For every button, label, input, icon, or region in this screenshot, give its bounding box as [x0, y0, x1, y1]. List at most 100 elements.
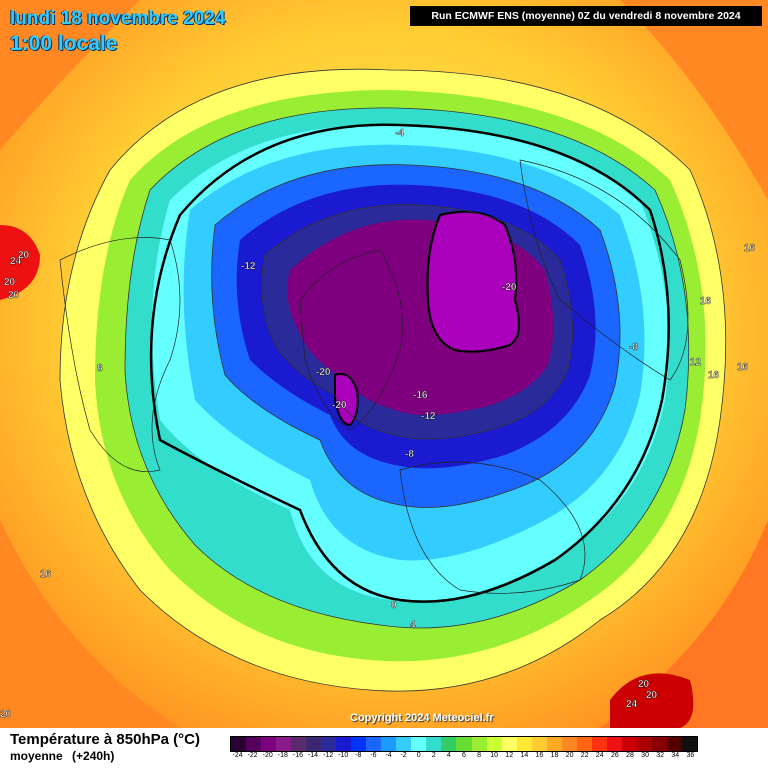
zero-isotherm: [149, 123, 670, 603]
legend-label: 4: [446, 752, 451, 759]
minus20-isotherm-siberia: [426, 210, 521, 353]
legend-label: -6: [370, 752, 377, 759]
legend-label: -24: [232, 752, 243, 759]
coastline-europe: [399, 461, 586, 594]
isotherm-16: [59, 68, 727, 692]
magenta-pool-siberia: [427, 211, 519, 352]
legend-label: -20: [262, 752, 273, 759]
legend-swatch: [276, 737, 292, 751]
isotherm-8: [124, 107, 690, 629]
legend-swatch: [576, 737, 592, 751]
legend-swatch: [321, 737, 337, 751]
parameter-title: Température à 850hPa (°C): [10, 731, 200, 748]
legend-swatch: [561, 737, 577, 751]
ensemble-type: moyenne: [10, 749, 63, 763]
legend-swatch: [366, 737, 382, 751]
legend-swatch: [636, 737, 652, 751]
legend-swatch: [591, 737, 607, 751]
legend-swatch: [231, 737, 247, 751]
legend-swatch: [381, 737, 397, 751]
isoline-label: 16: [700, 296, 712, 307]
isoline-label: 16: [40, 569, 52, 580]
legend-swatch: [411, 737, 427, 751]
isoline-label: 20: [4, 277, 16, 288]
isoline-label: 16: [744, 243, 756, 254]
map-canvas: -4 -12 -20 -8 -20 -16 -20 -12 -8 8 0 4 1…: [0, 0, 768, 728]
legend-swatch: [546, 737, 562, 751]
legend-label: 26: [610, 752, 619, 759]
isoline-label: -20: [316, 367, 331, 378]
coastline-north-america: [59, 237, 181, 472]
isoline-label: -8: [405, 449, 414, 460]
legend-swatch: [396, 737, 412, 751]
isoline-label: -20: [502, 282, 517, 293]
color-scale: [230, 736, 698, 752]
legend-swatch: [621, 737, 637, 751]
isoline-label: -4: [395, 128, 404, 139]
legend-label: -8: [355, 752, 362, 759]
isoline-label: -12: [241, 261, 256, 272]
legend-label: 30: [641, 752, 649, 759]
isoline-label: 16: [737, 362, 749, 373]
isoline-label: -16: [413, 390, 428, 401]
legend-swatch: [336, 737, 352, 751]
legend-label: 20: [565, 752, 574, 759]
legend-label: 6: [462, 752, 466, 759]
run-info-banner: Run ECMWF ENS (moyenne) 0Z du vendredi 8…: [410, 6, 762, 26]
legend-label: -12: [323, 752, 334, 759]
coastline-greenland: [299, 249, 403, 431]
minus20-isotherm-greenland: [334, 373, 359, 427]
isoline-label: -12: [421, 411, 436, 422]
legend-swatch: [486, 737, 502, 751]
orange-zone-se: [600, 520, 768, 728]
isotherm-minus8: [211, 164, 621, 508]
isoline-label: 20: [646, 690, 658, 701]
legend-label: -4: [385, 752, 392, 759]
legend-swatch: [246, 737, 262, 751]
legend-swatch: [606, 737, 622, 751]
legend-label: 34: [671, 752, 680, 759]
legend-swatch: [531, 737, 547, 751]
isoline-label: 8: [97, 363, 103, 374]
isoline-label: 24: [10, 256, 22, 267]
copyright-notice: Copyright 2024 Meteociel.fr: [350, 712, 494, 724]
legend-label: 18: [550, 752, 559, 759]
red-zone-west: [0, 225, 40, 300]
legend-swatch: [681, 737, 697, 751]
forecast-range: (+240h): [72, 749, 115, 763]
isoline-label: 20: [18, 250, 30, 261]
legend-label: 8: [477, 752, 481, 759]
red-zone-south: [610, 673, 694, 728]
legend-label: -10: [338, 752, 349, 759]
legend-label: 16: [535, 752, 544, 759]
legend-swatch: [666, 737, 682, 751]
isoline-label: 4: [410, 620, 416, 631]
legend-footer: Température à 850hPa (°C) moyenne (+240h…: [0, 728, 768, 768]
legend-label: 14: [520, 752, 529, 759]
legend-label: 22: [580, 752, 589, 759]
isoline-label: 12: [690, 357, 702, 368]
orange-zone-ne: [620, 0, 768, 200]
legend-swatch: [441, 737, 457, 751]
isoline-label: 16: [708, 370, 720, 381]
forecast-time: 1:00 locale: [10, 32, 118, 55]
isoline-label: 20: [8, 290, 20, 301]
legend-label: -22: [247, 752, 258, 759]
legend-label: -16: [292, 752, 303, 759]
coastline-asia: [519, 159, 689, 381]
orange-zone-nw: [0, 0, 140, 150]
legend-swatch: [261, 737, 277, 751]
isoline-label: 20: [638, 679, 650, 690]
legend-swatch: [516, 737, 532, 751]
orange-zone-sw: [0, 520, 180, 728]
color-scale-labels: -24 -22 -20 -18 -16 -14 -12 -10 -8 -6 -4 -2 0 2 4 6 8 10 1…: [230, 752, 698, 764]
legend-swatch: [426, 737, 442, 751]
legend-label: 12: [505, 752, 514, 759]
temperature-map: -4 -12 -20 -8 -20 -16 -20 -12 -8 8 0 4 1…: [0, 0, 768, 728]
legend-label: 10: [490, 752, 499, 759]
legend-label: -18: [277, 752, 288, 759]
legend-label: -2: [400, 752, 407, 759]
parameter-subtitle: moyenne (+240h): [10, 749, 120, 763]
forecast-date: lundi 18 novembre 2024: [10, 8, 226, 29]
legend-swatch: [456, 737, 472, 751]
